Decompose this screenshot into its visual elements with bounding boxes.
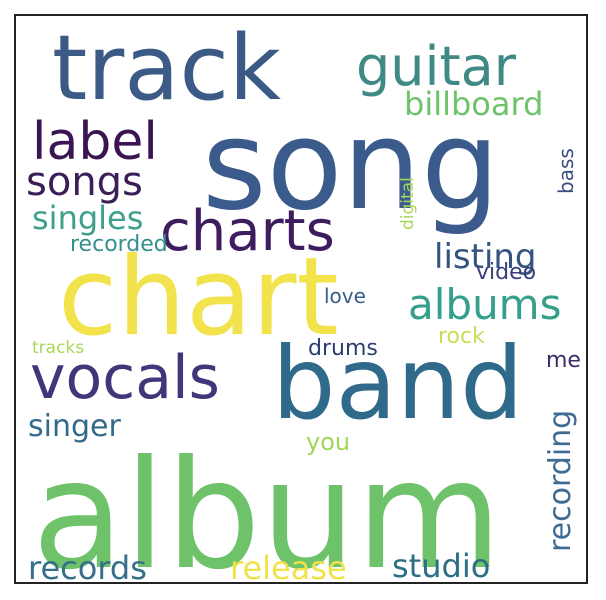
word-love: recorded [70,232,168,257]
word-singles: recording [543,409,578,552]
word-label: label [32,112,158,172]
word-recording: tracks [32,338,85,358]
word-me: rock [438,324,485,349]
word-ep: me [546,348,581,373]
word-bass: bass [554,148,578,194]
word-digital: digital [398,177,418,230]
word-rock: love [324,284,366,308]
word-songs: songs [26,159,143,205]
word-drums: video [476,260,537,285]
word-albums: albums [408,280,562,329]
word-cloud-frame: album song chart band track vocals chart… [14,14,588,584]
word-records: records [28,549,147,584]
word-song: song [202,94,500,238]
word-chart: chart [58,235,339,360]
word-album: album [32,429,502,584]
word-listing: listing [434,237,537,277]
word-studio: studio [392,547,491,584]
word-vocals: vocals [30,343,220,413]
word-you: singles [32,199,144,237]
word-recorded: you [306,428,351,456]
word-tracks: drums [308,336,378,361]
word-guitar: guitar [356,35,516,98]
word-billboard: billboard [404,85,544,123]
word-release: release [230,549,347,584]
word-band: band [272,325,524,442]
word-charts: charts [160,199,335,264]
word-singer: singer [28,409,121,444]
word-track: track [52,16,282,121]
